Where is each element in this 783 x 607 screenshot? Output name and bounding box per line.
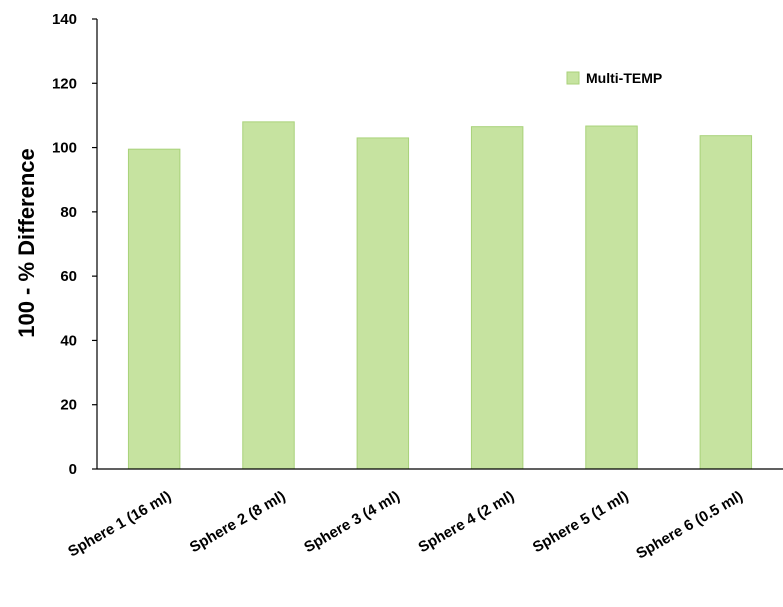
x-axis: Sphere 1 (16 ml) Sphere 2 (8 ml) Sphere 3 … [65, 468, 783, 563]
legend-swatch [566, 71, 580, 85]
y-tick-label: 80 [60, 204, 77, 221]
y-axis: 0 20 40 60 80 100 120 140 [52, 11, 98, 478]
plot-area [127, 121, 753, 470]
y-tick-label: 100 [52, 140, 77, 157]
x-tick-label: Sphere 3 (4 ml) [301, 488, 403, 556]
x-tick-label: Sphere 2 (8 ml) [187, 488, 289, 556]
legend-label-multi-temp: Multi-TEMP [586, 70, 662, 86]
x-tick-label: Sphere 1 (16 ml) [65, 488, 174, 561]
bar-6 [699, 135, 753, 470]
bar-2 [242, 121, 295, 470]
y-tick-label: 60 [60, 268, 77, 285]
x-tick-label: Sphere 4 (2 ml) [416, 488, 518, 556]
y-tick-label: 120 [52, 75, 77, 92]
y-tick-label: 40 [60, 332, 77, 349]
bar-5 [585, 125, 638, 470]
bar-3 [356, 137, 410, 470]
legend: Multi-TEMP [566, 70, 662, 86]
x-tick-label: Sphere 6 (0.5 ml) [633, 488, 745, 563]
y-tick-label: 140 [52, 11, 77, 28]
y-tick-label: 0 [69, 461, 77, 478]
bar-1 [127, 148, 181, 470]
x-tick-label: Sphere 5 (1 ml) [530, 488, 632, 556]
y-tick-label: 20 [60, 397, 77, 414]
bar-4 [470, 126, 524, 470]
y-axis-title: 100 - % Difference [14, 148, 39, 338]
